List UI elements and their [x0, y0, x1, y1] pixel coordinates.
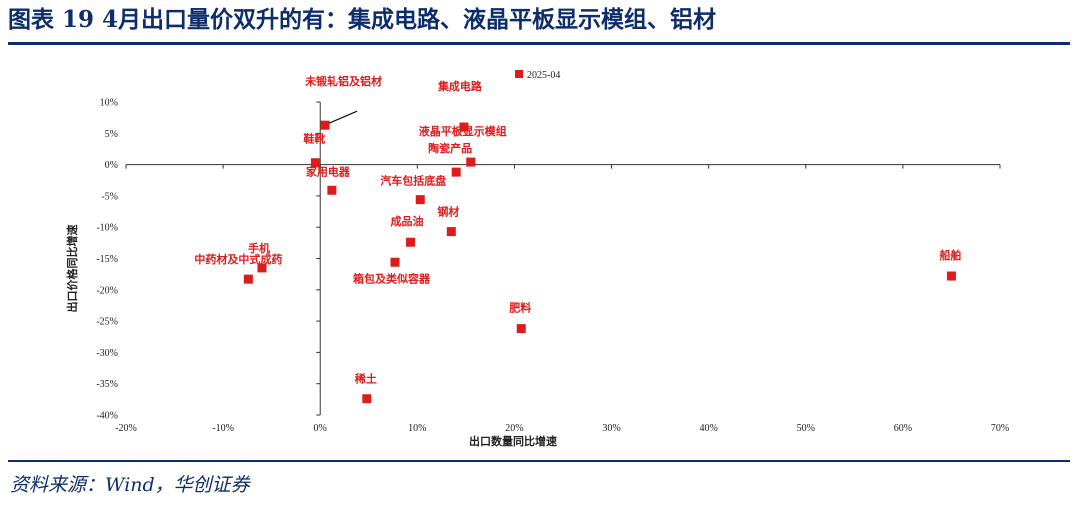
data-point: [257, 263, 267, 273]
y-tick-label: -25%: [96, 317, 118, 328]
data-point: [415, 195, 425, 205]
point-label: 鞋靴: [303, 132, 325, 146]
point-label: 家用电器: [306, 164, 351, 178]
point-label: 汽车包括底盘: [380, 174, 446, 188]
x-tick-label: 60%: [894, 423, 912, 434]
point-label: 手机: [248, 241, 270, 255]
data-point: [406, 237, 416, 247]
y-tick-label: 0%: [105, 160, 118, 171]
point-label: 稀土: [355, 372, 377, 386]
data-point: [459, 122, 469, 132]
data-point: [243, 274, 253, 284]
x-axis-title: 出口数量同比增速: [469, 434, 557, 448]
data-point: [451, 167, 461, 177]
y-axis-title: 出口价格同比增速: [65, 225, 79, 313]
data-point: [446, 227, 456, 237]
label-leader-line: [328, 110, 358, 124]
y-tick-label: -10%: [96, 223, 118, 234]
x-tick-label: -20%: [115, 423, 137, 434]
footer-rule: [8, 460, 1070, 462]
x-tick-label: 10%: [408, 423, 426, 434]
title-rule: [8, 42, 1070, 45]
y-tick-label: -40%: [96, 411, 118, 422]
x-tick-label: 40%: [699, 423, 717, 434]
point-label: 钢材: [437, 205, 459, 219]
x-tick-label: -10%: [212, 423, 234, 434]
y-tick-label: -30%: [96, 348, 118, 359]
x-tick-label: 20%: [505, 423, 523, 434]
data-point: [327, 185, 337, 195]
y-tick-label: -35%: [96, 379, 118, 390]
point-label: 集成电路: [437, 79, 483, 93]
data-point: [362, 394, 372, 404]
data-point: [390, 257, 400, 267]
y-tick-label: 5%: [105, 129, 118, 140]
point-label: 陶瓷产品: [428, 141, 472, 155]
y-tick-label: 10%: [100, 98, 118, 109]
legend-marker: [515, 70, 523, 78]
x-tick-label: 70%: [991, 423, 1009, 434]
y-tick-label: -5%: [101, 191, 118, 202]
data-point: [320, 120, 330, 130]
y-tick-label: -15%: [96, 254, 118, 265]
point-label: 中药材及中式成药: [194, 252, 282, 266]
chart-legend: 2025-04: [515, 70, 560, 81]
data-point: [310, 158, 320, 168]
figure-title: 图表 19 4月出口量价双升的有：集成电路、液晶平板显示模组、铝材: [8, 6, 717, 33]
point-label: 成品油: [391, 214, 424, 228]
point-label: 船舶: [939, 248, 961, 262]
source-note: 资料来源：Wind，华创证券: [10, 474, 250, 496]
point-label: 箱包及类似容器: [353, 271, 431, 285]
data-point: [516, 324, 526, 334]
point-label: 肥料: [509, 301, 531, 315]
point-label: 液晶平板显示模组: [419, 124, 507, 138]
chart-points: [243, 120, 956, 404]
x-tick-label: 50%: [797, 423, 815, 434]
scatter-chart: -20% -10% 0% 10% 20% 30% 40% 50% 60% 70% -40% -35% -…: [65, 70, 1009, 449]
point-label: 未锻轧铝及铝材: [304, 74, 382, 88]
x-tick-label: 0%: [314, 423, 327, 434]
data-point: [466, 157, 476, 167]
y-tick-label: -20%: [96, 285, 118, 296]
data-point: [946, 271, 956, 281]
x-tick-label: 30%: [602, 423, 620, 434]
chart-axes: -20% -10% 0% 10% 20% 30% 40% 50% 60% 70% -40% -35% -…: [65, 98, 1009, 449]
legend-label: 2025-04: [527, 70, 560, 81]
